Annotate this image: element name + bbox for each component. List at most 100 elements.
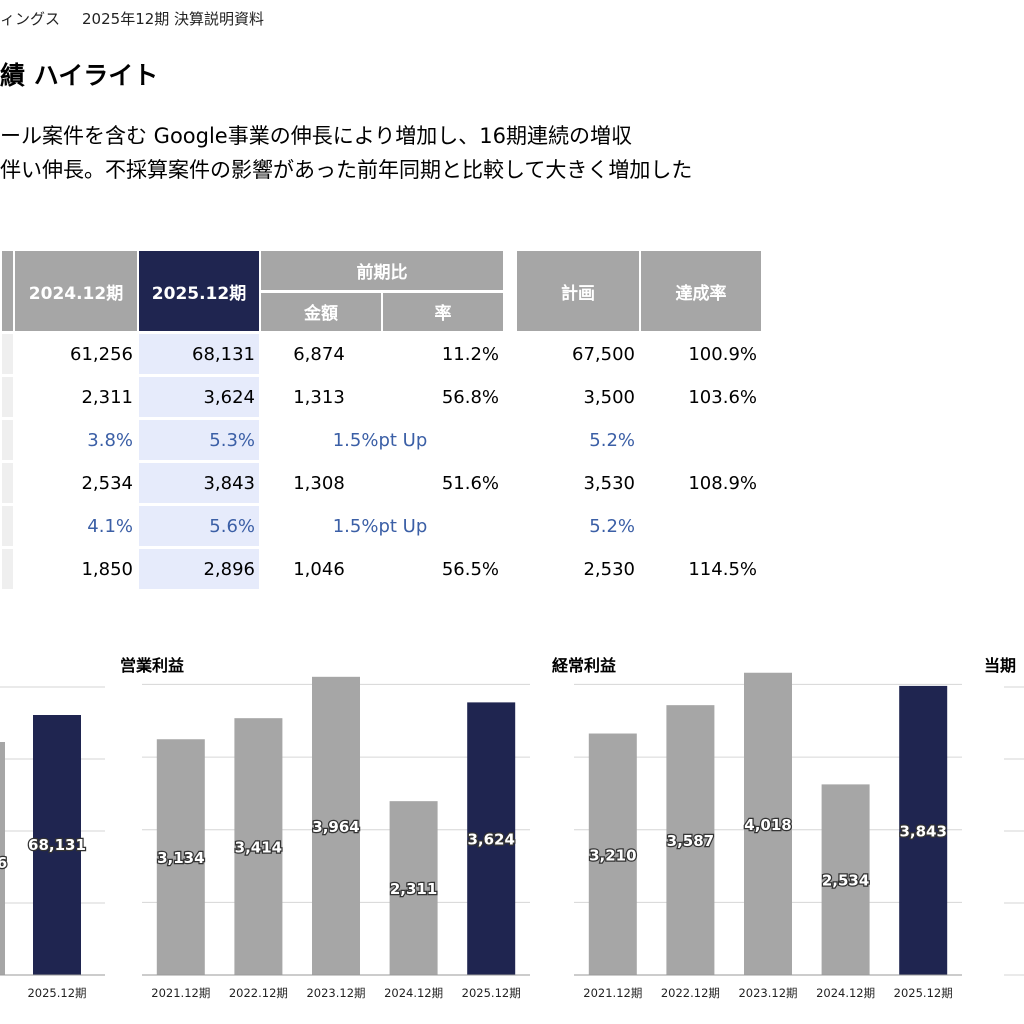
operating-profit-chart-svg: 3,134 2021.12期 3,414 2022.12期 3,964 2023.12期 2… <box>142 676 530 1000</box>
prev-value: 2,311 <box>81 386 133 408</box>
achievement-value <box>641 506 761 546</box>
bar-value-label: 4,018 <box>744 816 791 834</box>
bar-value-label: 3,843 <box>899 822 946 840</box>
chart-title: 当期 <box>984 656 1017 675</box>
table-row: 1,850 2,896 1,046 56.5% 2,530 114.5% <box>2 549 761 589</box>
row-label <box>2 506 13 546</box>
current-value: 3,843 <box>139 463 259 503</box>
plan-value: 5.2% <box>589 515 635 537</box>
yoy-rate: 51.6% <box>441 472 499 494</box>
achievement-value: 114.5% <box>688 558 757 580</box>
current-value: 68,131 <box>139 334 259 374</box>
table-row: 61,256 68,131 6,874 11.2% 67,500 100.9% <box>2 334 761 374</box>
bar-value-label: 3,134 <box>157 849 204 867</box>
document-title: 2025年12期 決算説明資料 <box>82 10 265 28</box>
chart-title: 経常利益 <box>552 656 617 675</box>
current-period-header: 2025.12期 <box>139 251 259 331</box>
x-tick-label: 2022.12期 <box>229 986 288 1000</box>
plan-value: 3,530 <box>583 472 635 494</box>
bar <box>899 685 948 975</box>
table-row: 2,534 3,843 1,308 51.6% 3,530 108.9% <box>2 463 761 503</box>
yoy-point-change: 1.5%pt Up <box>332 429 428 451</box>
bar-value-label: 3,624 <box>467 831 514 849</box>
results-table: 2024.12期 2025.12期 前期比 計画 達成率 金額 率 61,256… <box>0 248 763 592</box>
x-tick-label: 2025.12期 <box>462 986 521 1000</box>
column-gap <box>505 506 515 546</box>
yoy-rate: 11.2% <box>441 343 499 365</box>
chart-title: 営業利益 <box>120 656 185 675</box>
yoy-rate-header: 率 <box>383 292 503 331</box>
column-gap <box>505 549 515 589</box>
achievement-value <box>641 420 761 460</box>
row-label <box>2 334 13 374</box>
bar <box>312 676 360 975</box>
page-header: ィングス 2025年12期 決算説明資料 <box>0 8 264 29</box>
prev-value: 61,256 <box>70 343 133 365</box>
bar-value-label: 3,210 <box>589 846 636 864</box>
row-label <box>2 463 13 503</box>
column-gap <box>505 420 515 460</box>
company-name: ィングス <box>0 10 61 28</box>
x-tick-label: 2025.12期 <box>27 986 86 1000</box>
bar <box>666 705 715 975</box>
yoy-amount-header: 金額 <box>261 292 381 331</box>
bar <box>0 742 5 975</box>
page-title: 績 ハイライト <box>0 61 159 90</box>
bar-value-label: 3,414 <box>235 839 282 857</box>
bar-value-label: 6 <box>0 854 7 872</box>
plan-value: 5.2% <box>589 429 635 451</box>
achievement-header: 達成率 <box>641 251 761 331</box>
bullet-profit: 伴い伸長。不採算案件の影響があった前年同期と比較して大きく増加した <box>0 158 693 182</box>
revenue-chart-svg: 6 68,131 2025.12期 <box>0 686 105 1000</box>
current-value: 2,896 <box>139 549 259 589</box>
net-income-chart-svg <box>1004 686 1024 976</box>
prev-value: 3.8% <box>87 429 133 451</box>
current-value: 5.3% <box>139 420 259 460</box>
yoy-amount: 1,313 <box>293 386 345 408</box>
x-tick-label: 2022.12期 <box>661 986 720 1000</box>
prev-value: 4.1% <box>87 515 133 537</box>
x-tick-label: 2021.12期 <box>583 986 642 1000</box>
yoy-amount: 6,874 <box>293 343 345 365</box>
x-tick-label: 2024.12期 <box>816 986 875 1000</box>
prev-value: 1,850 <box>81 558 133 580</box>
bar <box>389 801 438 975</box>
x-tick-label: 2024.12期 <box>384 986 443 1000</box>
table-row: 3.8% 5.3% 1.5%pt Up 5.2% <box>2 420 761 460</box>
yoy-header: 前期比 <box>261 251 503 290</box>
ordinary-profit-chart: 経常利益 3,210 2021.12期 3,587 2022.12期 4,018 2023… <box>552 640 982 1020</box>
table-row: 2,311 3,624 1,313 56.8% 3,500 103.6% <box>2 377 761 417</box>
bar <box>588 733 637 975</box>
yoy-rate: 56.8% <box>441 386 499 408</box>
bar-value-label: 2,534 <box>822 872 869 890</box>
bar-value-label: 2,311 <box>390 880 437 898</box>
yoy-point-change: 1.5%pt Up <box>332 515 428 537</box>
column-gap <box>505 377 515 417</box>
bar-value-label: 3,587 <box>667 832 714 850</box>
row-label <box>2 377 13 417</box>
revenue-chart: 6 68,131 2025.12期 <box>0 640 110 1020</box>
net-income-chart: 当期 <box>984 640 1024 1020</box>
prev-period-header: 2024.12期 <box>15 251 137 331</box>
x-tick-label: 2023.12期 <box>306 986 365 1000</box>
achievement-value: 100.9% <box>688 343 757 365</box>
achievement-value: 103.6% <box>688 386 757 408</box>
table-row: 4.1% 5.6% 1.5%pt Up 5.2% <box>2 506 761 546</box>
column-gap <box>505 251 515 331</box>
bar <box>234 718 283 975</box>
plan-value: 3,500 <box>583 386 635 408</box>
bar <box>156 739 205 975</box>
column-gap <box>505 334 515 374</box>
bar <box>744 672 792 975</box>
bullet-revenue: ール案件を含む Google事業の伸長により増加し、16期連続の増収 <box>0 124 633 148</box>
plan-value: 67,500 <box>572 343 635 365</box>
bar-value-label: 3,964 <box>312 818 359 836</box>
yoy-amount: 1,046 <box>293 558 345 580</box>
current-value: 3,624 <box>139 377 259 417</box>
yoy-amount: 1,308 <box>293 472 345 494</box>
bar-value-label: 68,131 <box>28 836 86 854</box>
bar <box>33 715 81 975</box>
plan-header: 計画 <box>517 251 639 331</box>
achievement-value: 108.9% <box>688 472 757 494</box>
current-value: 5.6% <box>139 506 259 546</box>
